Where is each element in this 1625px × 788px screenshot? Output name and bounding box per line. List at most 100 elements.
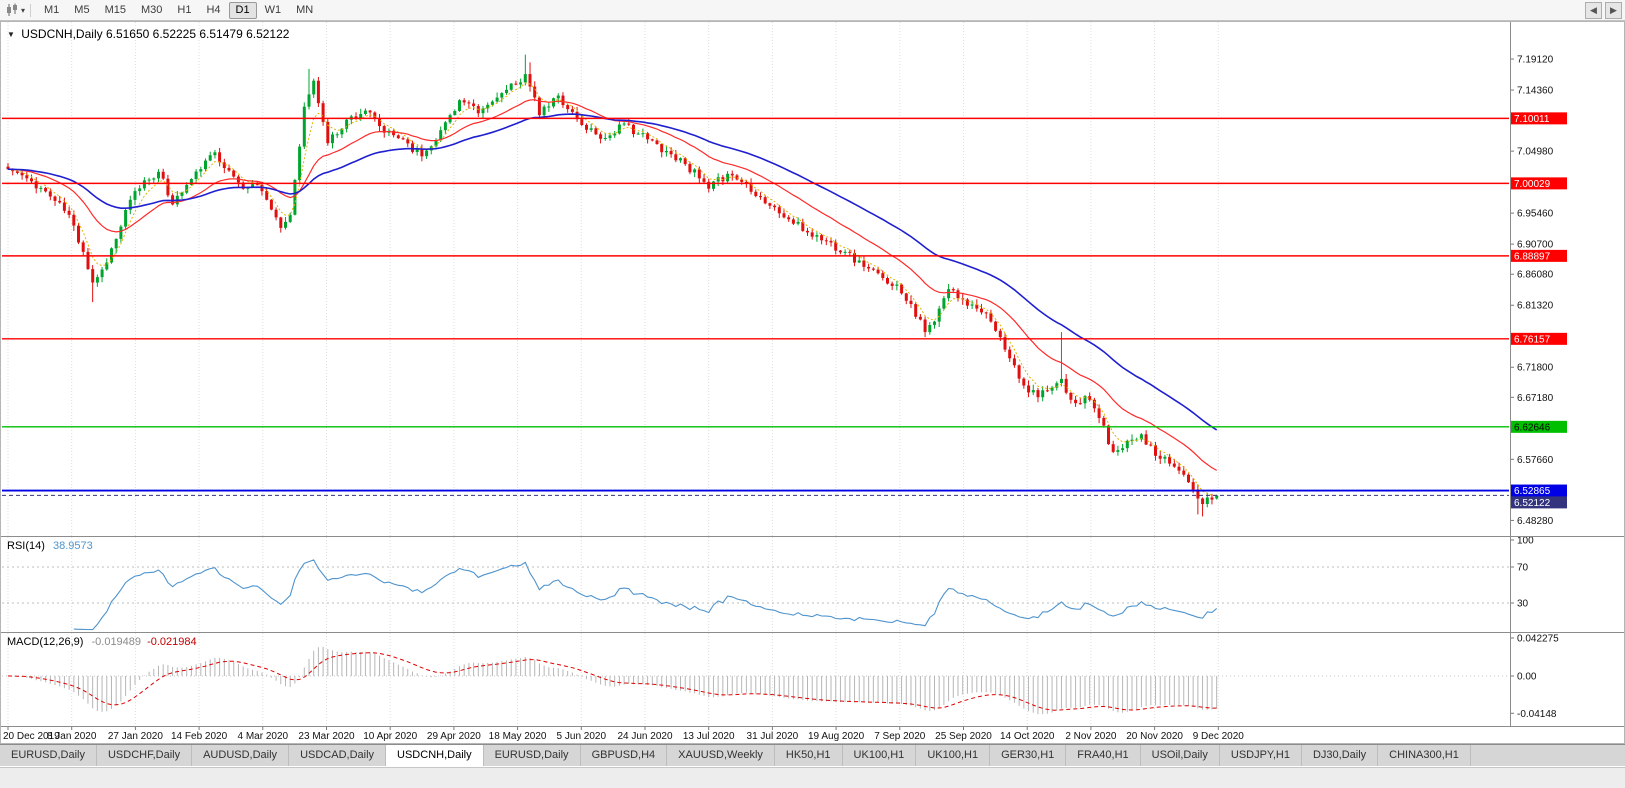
date-axis-label: 8 Jan 2020 (47, 731, 97, 742)
price-level-badge (1511, 420, 1567, 433)
status-strip (0, 767, 1625, 788)
tabs-scroll-controls: ◀ ▶ (1585, 2, 1622, 19)
rsi-axis-label: 100 (1517, 536, 1534, 547)
price-level-badge (1511, 484, 1567, 497)
chart-tab-audusd-daily[interactable]: AUDUSD,Daily (192, 745, 290, 766)
date-axis-label: 27 Jan 2020 (108, 731, 163, 742)
date-axis-label: 10 Apr 2020 (363, 731, 417, 742)
date-axis-label: 29 Apr 2020 (427, 731, 481, 742)
chart-tabs: EURUSD,Daily USDCHF,Daily AUDUSD,Daily USDC… (0, 745, 1625, 766)
chart-tab-eurusd-daily[interactable]: EURUSD,Daily (484, 745, 581, 766)
macd-axis-label: 0.042275 (1517, 633, 1559, 644)
timeframe-button-m30[interactable]: M30 (140, 3, 163, 16)
chart-tab-usdchf-daily[interactable]: USDCHF,Daily (97, 745, 193, 766)
date-axis-label: 5 Jun 2020 (557, 731, 607, 742)
svg-text:6.76157: 6.76157 (1514, 334, 1551, 345)
ma-fast-line (7, 82, 1217, 496)
date-axis-label: 18 May 2020 (489, 731, 547, 742)
timeframe-button-m5[interactable]: M5 (74, 3, 90, 16)
date-axis-label: 14 Feb 2020 (171, 731, 228, 742)
timeframe-button-h1[interactable]: H1 (177, 3, 192, 16)
svg-text:6.62646: 6.62646 (1514, 422, 1551, 433)
ma-mid-line (7, 99, 1217, 471)
price-chart[interactable]: 7.19120 7.14360 7.10011 7.04980 7.00029 6.954… (0, 0, 1625, 744)
date-axis-label: 20 Nov 2020 (1126, 731, 1183, 742)
date-axis-label: 23 Mar 2020 (298, 731, 355, 742)
price-axis-label: 7.04980 (1517, 147, 1554, 158)
price-axis-label: 7.14360 (1517, 86, 1554, 97)
date-axis-label: 2 Nov 2020 (1065, 731, 1117, 742)
date-axis-label: 20 Dec 2019 (3, 731, 60, 742)
svg-text:7.10011: 7.10011 (1514, 114, 1550, 125)
main-price-panel (2, 22, 1509, 536)
svg-text:6.88897: 6.88897 (1514, 251, 1551, 262)
price-axis-label: 6.67180 (1517, 393, 1554, 404)
candlestick-chart-icon[interactable] (5, 3, 19, 17)
candlestick-series (6, 54, 1219, 517)
price-axis-label: 6.95460 (1517, 209, 1554, 220)
macd-panel (2, 633, 1509, 726)
tabs-scroll-left-button[interactable]: ◀ (1585, 2, 1602, 19)
price-level-badge (1511, 496, 1567, 509)
timeframe-button-mn[interactable]: MN (296, 3, 314, 16)
timeframe-button-m15[interactable]: M15 (104, 3, 126, 16)
chart-tab-usoil-daily[interactable]: USOil,Daily (1141, 745, 1220, 766)
chart-tab-ger30-h1[interactable]: GER30,H1 (990, 745, 1067, 766)
macd-signal-line (8, 652, 1217, 711)
date-axis-label: 25 Sep 2020 (935, 731, 992, 742)
chart-tab-hk50-h1[interactable]: HK50,H1 (775, 745, 843, 766)
chart-tab-usdcad-daily[interactable]: USDCAD,Daily (289, 745, 387, 766)
rsi-axis-label: 30 (1517, 599, 1529, 610)
timeframe-toolbar: ▾ M1 M5 M15 M30 H1 H4 D1 W1 MN (0, 0, 1625, 21)
date-axis-label: 24 Jun 2020 (617, 731, 672, 742)
date-axis-label: 7 Sep 2020 (874, 731, 926, 742)
svg-text:6.52865: 6.52865 (1514, 486, 1551, 497)
chart-tab-fra40-h1[interactable]: FRA40,H1 (1066, 745, 1141, 766)
rsi-line (73, 559, 1218, 631)
price-axis-label: 6.48280 (1517, 516, 1554, 527)
date-axis-label: 4 Mar 2020 (238, 731, 289, 742)
price-axis-label: 6.57660 (1517, 455, 1554, 466)
price-level-badge (1511, 177, 1567, 190)
chart-type-dropdown-icon[interactable]: ▾ (21, 5, 26, 15)
chart-tab-dj30-daily[interactable]: DJ30,Daily (1302, 745, 1379, 766)
macd-axis-label: 0.00 (1517, 672, 1537, 683)
tabs-scroll-right-button[interactable]: ▶ (1605, 2, 1622, 19)
macd-histogram (12, 646, 1218, 715)
timeframe-button-m1[interactable]: M1 (44, 3, 60, 16)
timeframe-buttons: M1 M5 M15 M30 H1 H4 D1 W1 MN (37, 1, 320, 19)
chart-tab-gbpusd-h4[interactable]: GBPUSD,H4 (581, 745, 668, 766)
chart-tab-uk100-h1[interactable]: UK100,H1 (843, 745, 917, 766)
axes: 7.19120 7.14360 7.10011 7.04980 7.00029 6.954… (0, 21, 1625, 744)
price-level-badge (1511, 249, 1567, 262)
price-axis-label: 6.90700 (1517, 240, 1554, 251)
price-axis-label: 6.81320 (1517, 301, 1554, 312)
price-level-badge (1511, 112, 1567, 125)
date-axis-label: 14 Oct 2020 (1000, 731, 1055, 742)
chart-tab-usdcnh-daily[interactable]: USDCNH,Daily (386, 745, 484, 766)
price-axis-label: 7.19120 (1517, 55, 1554, 66)
svg-text:7.00029: 7.00029 (1514, 179, 1551, 190)
chart-tab-eurusd-daily[interactable]: EURUSD,Daily (0, 745, 97, 766)
chart-tab-xauusd-weekly[interactable]: XAUUSD,Weekly (667, 745, 775, 766)
price-axis-label: 6.71800 (1517, 363, 1554, 374)
timeframe-button-h4[interactable]: H4 (206, 3, 221, 16)
chart-tab-china300-h1[interactable]: CHINA300,H1 (1378, 745, 1471, 766)
chart-tab-usdjpy-h1[interactable]: USDJPY,H1 (1220, 745, 1302, 766)
toolbar-separator (30, 3, 32, 17)
date-axis-label: 9 Dec 2020 (1193, 731, 1245, 742)
macd-axis-label: -0.04148 (1517, 709, 1557, 720)
date-axis-label: 19 Aug 2020 (808, 731, 865, 742)
rsi-panel (2, 537, 1509, 632)
timeframe-button-w1[interactable]: W1 (264, 3, 282, 16)
price-level-badge (1511, 332, 1567, 345)
date-axis-label: 13 Jul 2020 (683, 731, 735, 742)
chart-tabs-bar: EURUSD,Daily USDCHF,Daily AUDUSD,Daily USDC… (0, 744, 1625, 766)
chart-tab-uk100-h1[interactable]: UK100,H1 (916, 745, 991, 766)
date-axis-label: 31 Jul 2020 (747, 731, 799, 742)
rsi-axis-label: 70 (1517, 563, 1529, 574)
timeframe-button-d1[interactable]: D1 (228, 1, 257, 19)
ma-slow-line (7, 113, 1218, 431)
svg-text:6.52122: 6.52122 (1514, 498, 1551, 509)
price-axis-label: 6.86080 (1517, 270, 1554, 281)
